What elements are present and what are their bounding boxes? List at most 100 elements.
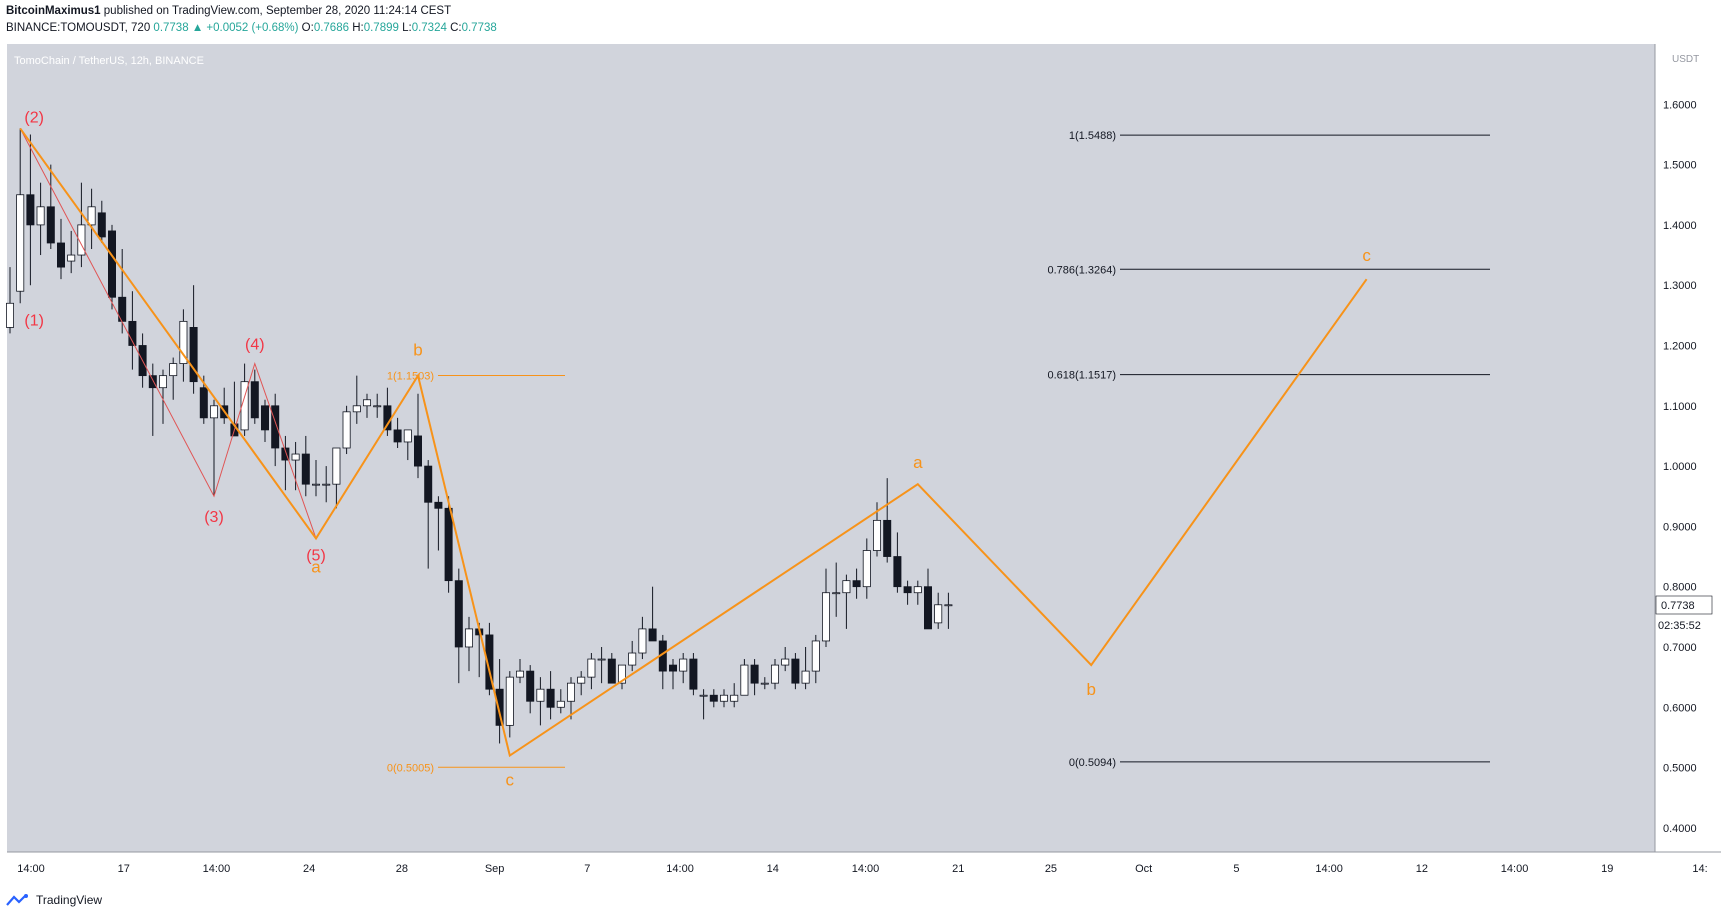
candle-body: [811, 640, 820, 672]
candle-body: [801, 670, 810, 684]
candle-body: [87, 206, 96, 226]
price-tick-label: 0.9000: [1663, 521, 1697, 533]
candle-body: [393, 429, 402, 443]
candle-body: [169, 363, 178, 377]
candle-body: [607, 658, 616, 684]
candle-body: [505, 676, 514, 726]
time-tick-label: 14:00: [852, 863, 880, 875]
candle-body: [97, 212, 106, 238]
low-label: L:: [402, 22, 412, 34]
candle-body: [36, 206, 45, 226]
candle-body: [546, 688, 555, 708]
tradingview-brand[interactable]: TradingView: [36, 893, 103, 907]
price-tick-label: 1.2000: [1663, 340, 1697, 352]
candle-body: [291, 453, 300, 461]
time-tick-label: 19: [1601, 863, 1613, 875]
candle-body: [424, 465, 433, 503]
time-tick-label: 14: [767, 863, 779, 875]
candle-body: [434, 501, 443, 509]
candle-body: [567, 682, 576, 702]
time-tick-label: 5: [1233, 863, 1239, 875]
candle-body: [332, 447, 341, 485]
candle-body: [413, 435, 422, 467]
candle-body: [199, 387, 208, 419]
candle-body: [771, 664, 780, 684]
candle-body: [648, 628, 657, 642]
price-tick-label: 1.0000: [1663, 461, 1697, 473]
candle-body: [495, 688, 504, 726]
time-tick-label: 7: [584, 863, 590, 875]
candle-body: [189, 327, 198, 383]
candles-group: [6, 128, 953, 744]
candle-body: [944, 604, 953, 607]
candle-body: [638, 628, 647, 654]
candle-body: [158, 375, 167, 389]
price-tick-label: 1.5000: [1663, 160, 1697, 172]
time-tick-label: 14:00: [1315, 863, 1343, 875]
price-tick-label: 1.3000: [1663, 280, 1697, 292]
time-tick-label: 14:00: [17, 863, 45, 875]
last-price-marker: [1655, 595, 1713, 615]
orange-wave-label: b: [1086, 680, 1095, 699]
price-axis-unit: USDT: [1672, 54, 1699, 65]
time-tick-label: Oct: [1135, 863, 1152, 875]
candle-body: [699, 694, 708, 697]
candle-body: [260, 405, 269, 431]
candle-body: [444, 507, 453, 582]
orange-wave-label: b: [413, 341, 422, 360]
low-value: 0.7324: [411, 22, 447, 34]
candle-body: [862, 550, 871, 588]
author-name[interactable]: BitcoinMaximus1: [6, 5, 101, 17]
symbol-line: BINANCE:TOMOUSDT, 720 0.7738 ▲ +0.0052 (…: [6, 21, 497, 36]
candle-body: [281, 447, 290, 461]
price-tick-label: 1.4000: [1663, 220, 1697, 232]
chart-header: BitcoinMaximus1 published on TradingView…: [6, 4, 497, 36]
time-tick-label: 12: [1416, 863, 1428, 875]
candle-body: [913, 586, 922, 594]
price-tick-label: 0.8000: [1663, 582, 1697, 594]
orange-wave-label: a: [913, 453, 923, 472]
candle-body: [271, 405, 280, 449]
time-tick-label: 24: [303, 863, 315, 875]
tradingview-logo-icon[interactable]: [6, 893, 32, 907]
candle-body: [730, 694, 739, 702]
time-tick-label: 14:: [1692, 863, 1707, 875]
candle-body: [464, 628, 473, 648]
candle-body: [556, 700, 565, 708]
time-tick-label: 14:00: [666, 863, 694, 875]
candle-body: [311, 483, 320, 486]
overlays-group: 1(1.5488) 0.786(1.3264) 0.618(1.1517) 0(0.5…: [19, 109, 1490, 790]
candle-body: [454, 580, 463, 648]
candle-body: [893, 556, 902, 588]
candle-body: [709, 694, 718, 702]
candle-body: [781, 658, 790, 666]
plot-area[interactable]: [7, 44, 1655, 852]
candle-body: [587, 658, 596, 678]
candle-body: [618, 664, 627, 684]
red-wave-label: (5): [306, 547, 326, 564]
candle-body: [832, 592, 841, 595]
price-tick-label: 0.7000: [1663, 642, 1697, 654]
candle-body: [179, 320, 188, 364]
price-axis-background[interactable]: [1655, 44, 1721, 852]
open-label: O:: [301, 22, 314, 34]
red-wave-label: (3): [204, 509, 224, 526]
time-tick-label: 14:00: [1501, 863, 1529, 875]
price-tick-label: 0.5000: [1663, 763, 1697, 775]
close-label: C:: [450, 22, 462, 34]
candle-body: [373, 405, 382, 408]
price-tick-label: 1.1000: [1663, 401, 1697, 413]
candle-body: [822, 592, 831, 642]
candle-body: [240, 381, 249, 431]
candle-body: [485, 634, 494, 690]
red-wave-label: (1): [24, 312, 44, 329]
orange-wave-line: [19, 127, 1368, 758]
time-tick-label: 21: [952, 863, 964, 875]
candle-body: [934, 604, 943, 624]
publish-line: BitcoinMaximus1 published on TradingView…: [6, 4, 497, 19]
price-tick-label: 0.4000: [1663, 823, 1697, 835]
fib-level-label: 0(0.5094): [1069, 757, 1116, 769]
candle-body: [108, 230, 117, 298]
candle-body: [148, 375, 157, 389]
